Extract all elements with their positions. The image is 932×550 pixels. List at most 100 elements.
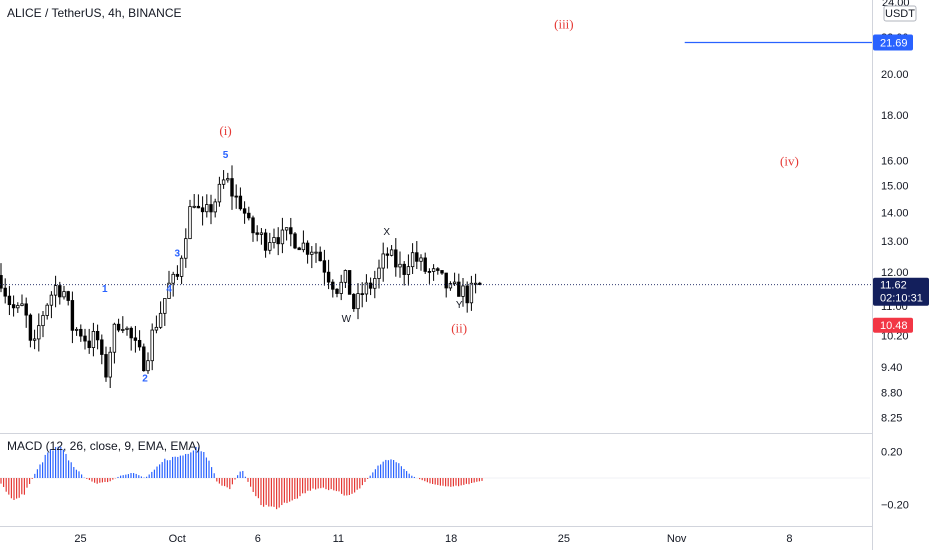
candle <box>16 302 20 313</box>
candle <box>137 330 142 351</box>
time-tick-label: 6 <box>255 533 261 545</box>
wave-label: W <box>342 314 352 325</box>
wave-label: (iii) <box>554 16 574 31</box>
wave-label: Y <box>456 300 463 311</box>
price-tick-label: 12.00 <box>881 267 909 279</box>
candle <box>394 238 398 277</box>
candle <box>184 228 188 268</box>
candle <box>0 263 3 293</box>
candle <box>398 251 402 278</box>
candle <box>205 194 209 218</box>
candle <box>410 243 415 275</box>
candle <box>322 249 327 286</box>
candle <box>389 245 394 257</box>
candle <box>62 285 66 300</box>
candle <box>3 278 7 304</box>
candle <box>331 279 335 298</box>
candle <box>339 274 343 301</box>
candle <box>469 275 474 311</box>
price-tick-label: 10.20 <box>881 330 909 342</box>
price-tick-label: 8.80 <box>881 388 902 400</box>
candle <box>305 240 310 264</box>
candle <box>87 328 91 354</box>
time-tick-label: 25 <box>74 533 86 545</box>
candle <box>436 267 440 275</box>
candle <box>192 194 196 209</box>
candle <box>179 255 184 285</box>
candle <box>301 230 306 253</box>
candle <box>209 194 213 225</box>
wave-label: (iv) <box>780 153 799 168</box>
wave-label: 1 <box>102 284 108 295</box>
wave-label: (i) <box>219 123 231 138</box>
candle <box>310 246 314 269</box>
candle <box>234 184 238 209</box>
low-price-value: 10.48 <box>880 320 908 332</box>
last-price-badge <box>873 277 929 306</box>
candle <box>11 295 16 317</box>
candle <box>368 277 373 296</box>
candle <box>335 288 339 298</box>
candle <box>272 228 276 249</box>
candle <box>104 346 108 382</box>
candle <box>158 301 163 329</box>
price-tick-label: 16.00 <box>881 156 909 168</box>
candle <box>53 275 58 308</box>
candle <box>41 310 45 338</box>
currency-badge[interactable] <box>883 5 917 22</box>
candle <box>154 315 159 334</box>
time-tick-label: 11 <box>333 533 344 545</box>
candle <box>280 217 285 254</box>
candle <box>108 346 112 389</box>
wave-label: 2 <box>142 374 148 385</box>
candle <box>7 286 12 316</box>
wave-label: (ii) <box>451 320 467 335</box>
macd-histogram-layer <box>0 446 870 510</box>
last-price-value: 11.62 <box>880 280 907 292</box>
price-tick-label: 20.00 <box>881 69 909 81</box>
time-tick-label: 18 <box>445 533 457 545</box>
candle <box>45 303 49 320</box>
chart-title: ALICE / TetherUS, 4h, BINANCE <box>7 6 182 20</box>
candle <box>385 247 390 269</box>
wave-label: 4 <box>166 284 172 295</box>
candle <box>452 272 457 286</box>
candle <box>226 172 230 183</box>
candle <box>20 294 24 307</box>
candle <box>37 313 41 352</box>
candle <box>268 232 272 255</box>
horizontal-ray-value: 21.69 <box>880 37 908 49</box>
candle <box>32 329 37 350</box>
candle <box>289 217 293 247</box>
candle <box>221 170 226 189</box>
candle <box>444 272 448 298</box>
candle <box>276 227 280 256</box>
macd-tick-label: −0.20 <box>881 499 909 511</box>
candle <box>95 324 100 350</box>
candle <box>457 273 461 297</box>
macd-tick-label: 0.20 <box>881 447 902 459</box>
candle <box>70 291 75 344</box>
candle <box>247 206 251 221</box>
time-tick-label: 8 <box>786 533 792 545</box>
price-tick-label: 15.00 <box>881 181 909 193</box>
time-tick-label: 25 <box>558 533 570 545</box>
candle <box>314 243 318 263</box>
candle <box>150 323 154 371</box>
price-tick-label: 9.40 <box>881 362 902 374</box>
candle <box>116 318 121 333</box>
candle <box>242 201 247 224</box>
candle <box>188 199 192 240</box>
candle <box>167 270 171 299</box>
candle <box>24 297 28 328</box>
time-tick-label: Oct <box>169 533 186 545</box>
candle <box>263 228 268 258</box>
candle <box>66 290 70 306</box>
candle <box>251 215 255 242</box>
candle <box>255 225 259 242</box>
candle <box>440 270 444 275</box>
candle <box>58 281 62 305</box>
wave-label: 3 <box>174 248 180 259</box>
candle <box>196 194 201 209</box>
